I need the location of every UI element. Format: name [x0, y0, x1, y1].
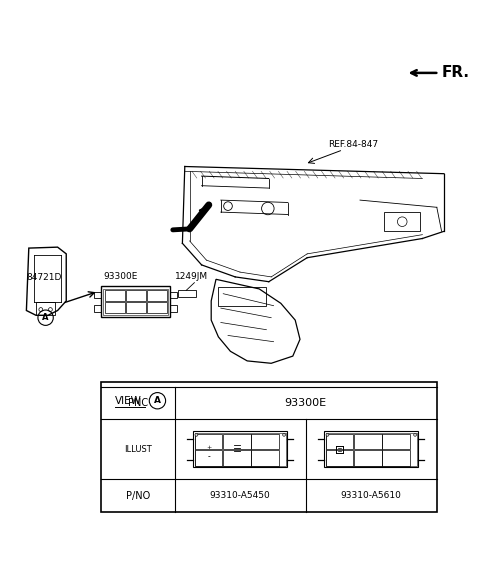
Bar [252, 434, 279, 449]
Bar [354, 450, 382, 465]
Text: 84721D: 84721D [26, 273, 62, 282]
Bar [384, 212, 420, 231]
Bar [324, 431, 419, 468]
Text: REF.84-847: REF.84-847 [328, 140, 378, 150]
Bar [325, 433, 417, 466]
Circle shape [414, 433, 417, 436]
Text: 93310-A5610: 93310-A5610 [341, 491, 402, 500]
Circle shape [195, 433, 198, 436]
Circle shape [283, 433, 286, 436]
Bar [195, 434, 222, 449]
Circle shape [326, 433, 329, 436]
Text: FR.: FR. [442, 65, 469, 80]
Bar [101, 286, 170, 317]
Bar [94, 305, 101, 312]
Bar [223, 450, 251, 465]
Bar [383, 450, 410, 465]
Bar [94, 292, 101, 299]
Bar [223, 434, 251, 449]
Bar [326, 434, 353, 449]
Bar [326, 450, 353, 465]
Bar [252, 450, 279, 465]
Bar [170, 305, 177, 312]
Text: ILLUST: ILLUST [124, 445, 152, 454]
Text: PNC: PNC [128, 398, 148, 408]
Text: -: - [207, 452, 210, 461]
Bar [105, 302, 125, 313]
Bar [354, 434, 382, 449]
Bar [170, 292, 177, 299]
Text: +: + [206, 445, 211, 450]
Bar [195, 450, 222, 465]
Bar [126, 290, 146, 301]
Text: A: A [42, 313, 49, 322]
Bar [126, 302, 146, 313]
Text: A: A [154, 397, 161, 405]
Bar [383, 434, 410, 449]
Bar [178, 291, 196, 297]
Bar [194, 433, 286, 466]
Bar [147, 290, 167, 301]
Bar [36, 302, 55, 315]
Bar [103, 289, 168, 315]
Bar [193, 431, 288, 468]
Bar [101, 383, 437, 512]
Text: P/NO: P/NO [126, 491, 150, 501]
Text: 93300E: 93300E [103, 272, 138, 281]
Text: 93310-A5450: 93310-A5450 [210, 491, 271, 500]
Bar [218, 286, 266, 306]
Text: VIEW: VIEW [115, 396, 142, 406]
Bar [147, 302, 167, 313]
Text: 1249JM: 1249JM [175, 272, 208, 281]
Text: 93300E: 93300E [285, 398, 327, 408]
Bar [105, 290, 125, 301]
